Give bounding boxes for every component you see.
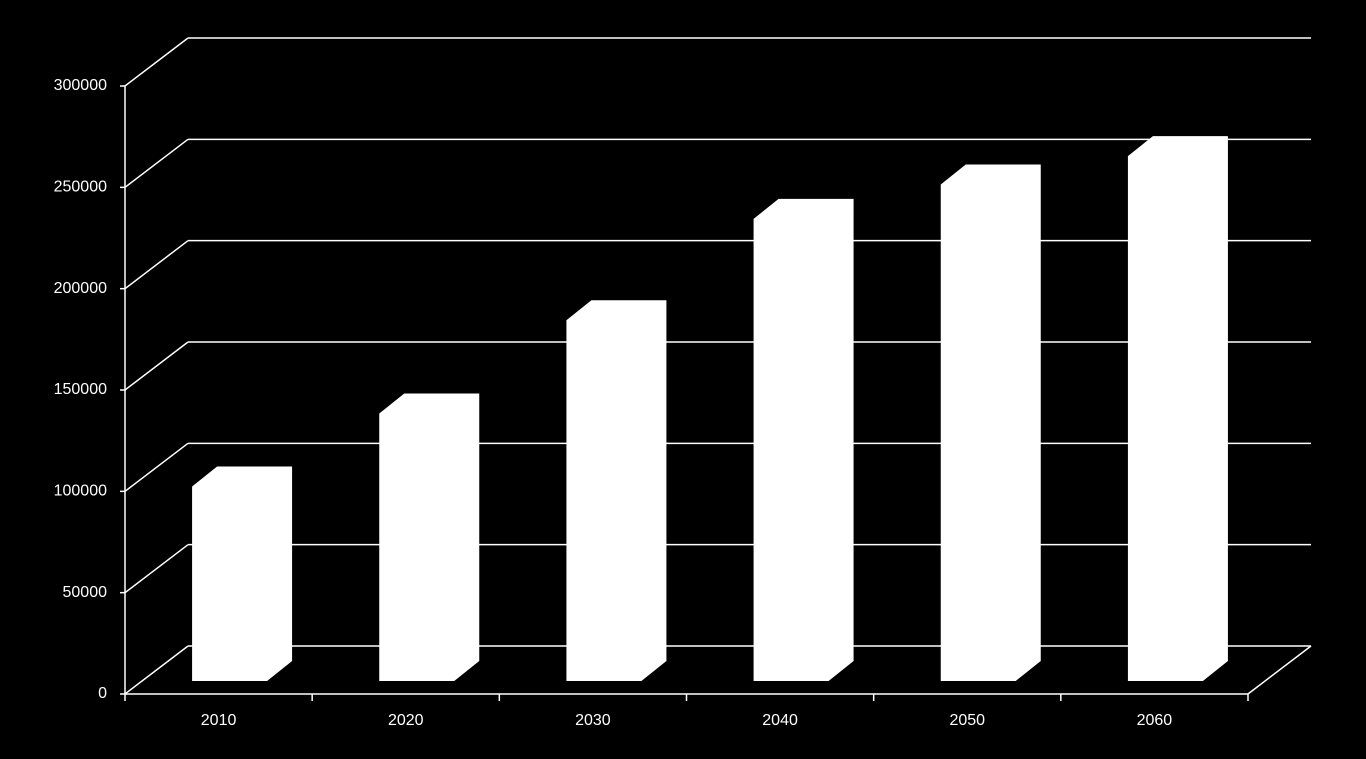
x-tick-label: 2010 [201,712,237,729]
x-tick-label: 2060 [1137,712,1173,729]
bar [940,164,1041,681]
x-tick-label: 2020 [388,712,424,729]
grid-line-side [124,442,189,492]
grid-line-side [124,544,189,594]
y-tick-label: 50000 [63,584,108,601]
grid-line-side [124,37,189,87]
x-tick-label: 2040 [762,712,798,729]
y-tick-label: 200000 [54,280,107,297]
y-tick-label: 300000 [54,77,107,94]
bar [753,198,854,682]
grid-line-side [124,341,189,391]
y-tick-label: 0 [98,685,107,702]
x-tick-label: 2030 [575,712,611,729]
grid-line-side [124,138,189,188]
y-tick-label: 100000 [54,483,107,500]
grid-line-side [124,645,189,695]
floor-edge [1247,645,1312,695]
grid-line-side [124,240,189,290]
x-tick-label: 2050 [949,712,985,729]
bar [192,466,293,681]
bar [566,300,667,681]
y-tick-label: 250000 [54,179,107,196]
bar [1127,136,1228,682]
y-tick-label: 150000 [54,381,107,398]
bar [379,393,480,681]
